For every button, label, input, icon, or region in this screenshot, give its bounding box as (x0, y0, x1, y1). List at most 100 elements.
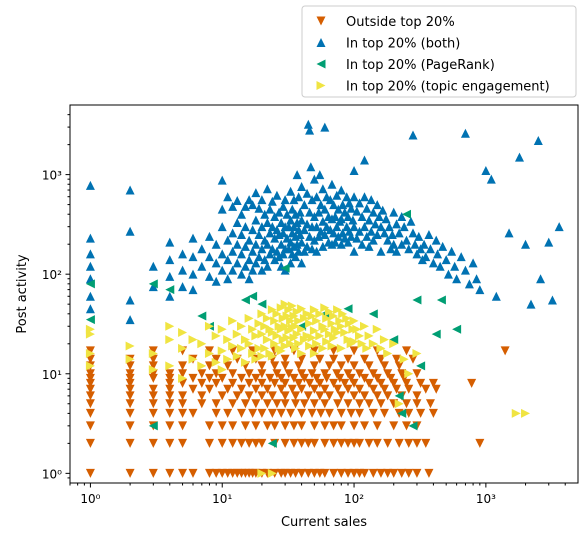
data-point-series-1 (329, 228, 339, 238)
data-point-series-3 (404, 369, 414, 379)
data-point-series-1 (254, 203, 264, 213)
data-point-series-0 (343, 399, 353, 409)
data-point-series-1 (188, 285, 198, 295)
data-point-series-2 (85, 315, 95, 325)
data-point-series-1 (240, 241, 250, 251)
data-point-series-0 (165, 391, 175, 401)
data-point-series-2 (394, 391, 404, 401)
data-point-series-0 (324, 408, 334, 418)
data-point-series-1 (125, 295, 135, 305)
data-point-series-1 (318, 216, 328, 226)
data-point-series-1 (370, 219, 380, 229)
data-point-series-1 (165, 271, 175, 281)
data-point-series-0 (178, 361, 188, 371)
data-point-series-1 (383, 235, 393, 245)
data-point-series-1 (286, 215, 296, 225)
data-point-series-1 (392, 219, 402, 229)
data-point-series-0 (240, 399, 250, 409)
data-point-series-0 (236, 373, 246, 383)
data-point-series-1 (431, 235, 441, 245)
data-point-series-0 (148, 361, 158, 371)
data-point-series-0 (376, 468, 386, 478)
data-point-series-0 (125, 468, 135, 478)
data-point-series-1 (318, 184, 328, 194)
data-point-series-3 (349, 337, 359, 347)
data-point-series-0 (346, 408, 356, 418)
data-point-series-3 (299, 313, 309, 323)
data-point-series-0 (397, 468, 407, 478)
data-point-series-0 (125, 391, 135, 401)
data-point-series-0 (280, 378, 290, 388)
data-point-series-0 (333, 384, 343, 394)
data-point-series-1 (244, 255, 254, 265)
data-point-series-3 (217, 365, 227, 375)
data-point-series-3 (307, 333, 317, 343)
data-point-series-1 (389, 207, 399, 217)
data-point-series-1 (306, 162, 316, 172)
legend-marker-2 (316, 59, 326, 69)
data-point-series-0 (251, 399, 261, 409)
data-point-series-0 (165, 438, 175, 448)
data-point-series-0 (376, 399, 386, 409)
data-point-series-1 (312, 246, 322, 256)
data-point-series-3 (125, 354, 135, 364)
data-point-series-3 (257, 329, 267, 339)
data-point-series-1 (262, 239, 272, 249)
data-point-series-0 (394, 361, 404, 371)
data-point-series-0 (329, 354, 339, 364)
data-point-series-0 (85, 373, 95, 383)
data-point-series-3 (299, 335, 309, 345)
data-point-series-3 (320, 324, 330, 334)
data-point-series-0 (148, 438, 158, 448)
data-point-series-1 (211, 276, 221, 286)
data-point-series-1 (320, 122, 330, 132)
data-point-series-1 (240, 201, 250, 211)
data-point-series-1 (223, 235, 233, 245)
data-point-series-0 (85, 438, 95, 448)
data-point-series-1 (165, 255, 175, 265)
data-point-series-2 (408, 421, 418, 431)
legend-entries: Outside top 20% In top 20% (both) In top 2… (316, 15, 550, 95)
data-point-series-0 (125, 399, 135, 409)
data-point-series-1 (376, 222, 386, 232)
data-point-series-3 (336, 321, 346, 331)
data-point-series-0 (309, 421, 319, 431)
data-point-series-0 (280, 391, 290, 401)
data-point-series-1 (228, 246, 238, 256)
data-point-series-1 (312, 222, 322, 232)
data-point-series-3 (248, 348, 258, 358)
data-point-series-0 (297, 421, 307, 431)
data-point-series-3 (280, 341, 290, 351)
data-point-series-3 (232, 351, 242, 361)
data-point-series-3 (178, 373, 188, 383)
data-point-series-0 (211, 399, 221, 409)
data-point-series-1 (282, 209, 292, 219)
data-point-series-0 (148, 346, 158, 356)
data-point-series-0 (211, 354, 221, 364)
data-point-series-1 (257, 222, 267, 232)
data-point-series-1 (276, 239, 286, 249)
data-point-series-0 (280, 399, 290, 409)
data-point-series-0 (178, 408, 188, 418)
data-point-series-1 (197, 261, 207, 271)
data-point-series-0 (404, 438, 414, 448)
data-point-series-1 (343, 211, 353, 221)
data-point-series-0 (178, 421, 188, 431)
data-point-series-1 (287, 204, 297, 214)
data-point-series-3 (342, 313, 352, 323)
data-point-series-1 (424, 230, 434, 240)
legend-box (301, 5, 577, 98)
data-point-series-1 (294, 192, 304, 202)
data-point-series-0 (303, 391, 313, 401)
x-axis-label: Current sales (281, 515, 367, 530)
data-point-series-1 (536, 274, 546, 284)
data-point-series-1 (414, 231, 424, 241)
data-point-series-3 (270, 316, 280, 326)
data-point-series-1 (394, 228, 404, 238)
data-point-series-1 (299, 246, 309, 256)
data-point-series-1 (392, 246, 402, 256)
data-point-series-1 (236, 269, 246, 279)
data-point-series-1 (416, 244, 426, 254)
data-point-series-0 (412, 438, 422, 448)
data-point-series-0 (315, 391, 325, 401)
